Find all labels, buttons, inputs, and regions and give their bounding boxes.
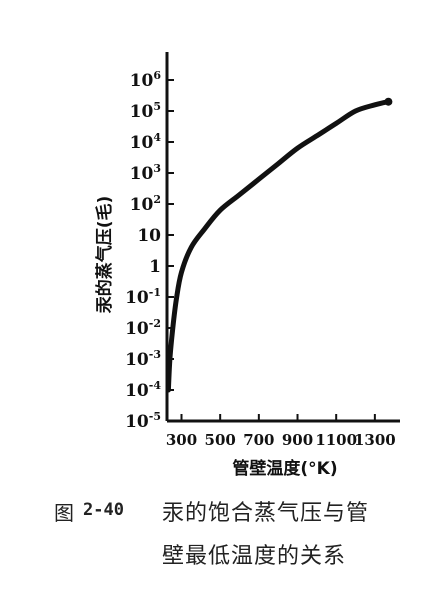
x-tick-label: 900 [282,431,313,449]
x-tick-label: 300 [166,431,197,449]
x-tick-label: 1300 [354,431,396,449]
y-tick-label: 10 [137,226,161,246]
y-tick-label: 105 [130,100,161,122]
y-tick-label: 10-4 [125,379,161,401]
y-tick-label: 103 [130,162,161,184]
x-axis-title: 管壁温度(°K) [232,458,337,479]
y-tick-label: 102 [130,193,161,215]
y-tick-label: 1 [149,257,161,277]
x-tick-label: 500 [205,431,236,449]
y-tick-label: 10-1 [125,286,161,308]
y-tick-label: 10-2 [125,317,161,339]
y-tick-label: 104 [130,131,162,153]
curve-endpoint [384,97,393,106]
vapor-pressure-curve [165,99,391,393]
x-tick-label: 1100 [315,431,357,449]
y-tick-label: 106 [130,69,162,91]
y-ticks: 10-5 10-4 10-3 10-2 10-1 1 10 102 103 104 105 106 [125,69,174,432]
x-tick-label: 700 [243,431,274,449]
y-tick-label: 10-5 [125,410,161,432]
y-axis-title: 汞的蒸气压(毛) [94,196,115,315]
y-tick-label: 10-3 [125,348,161,370]
